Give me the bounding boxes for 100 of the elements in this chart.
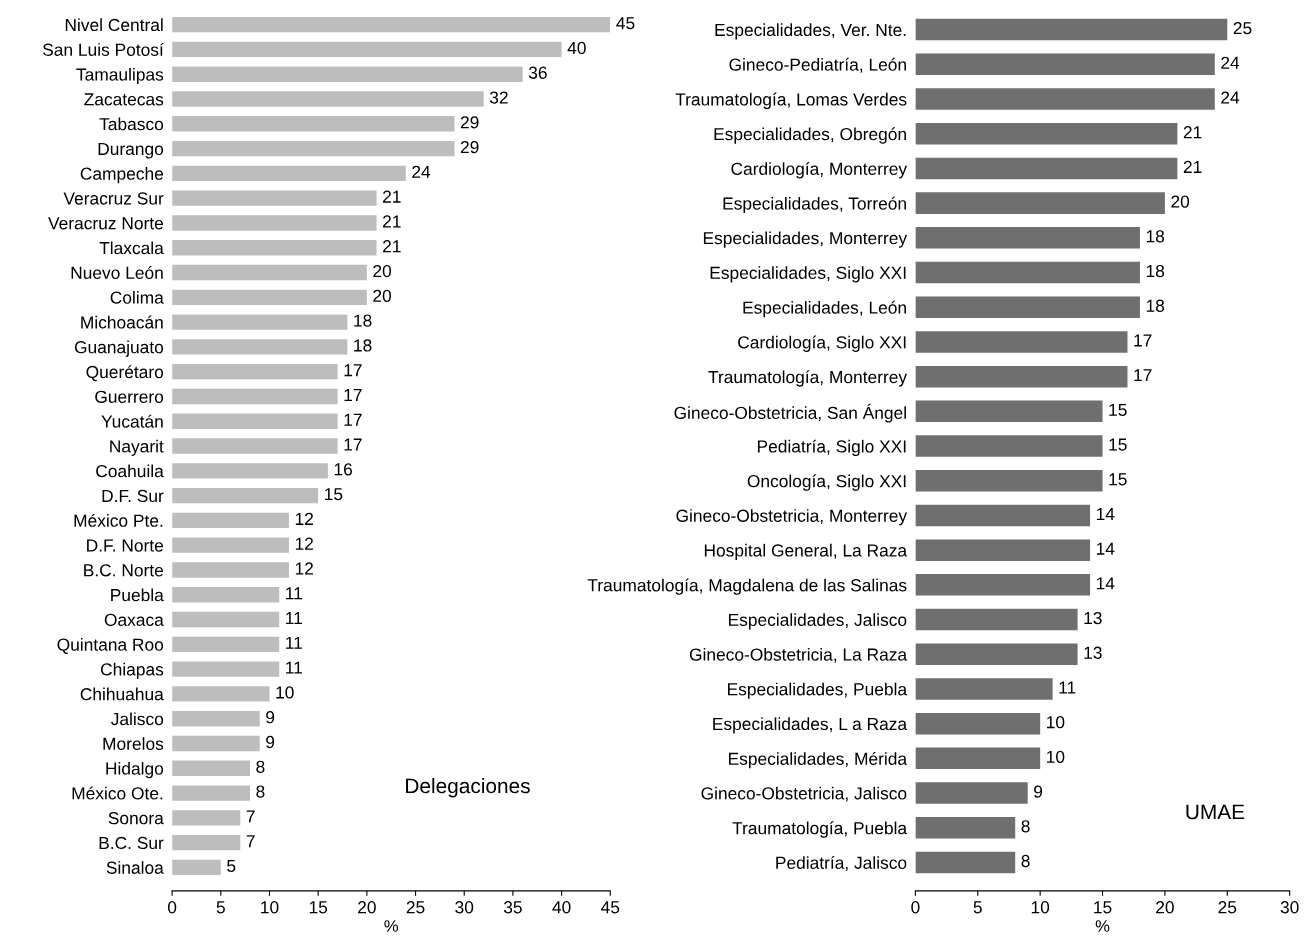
y-tick-label: Cardiología, Siglo XXI xyxy=(738,335,906,352)
bar xyxy=(915,18,1228,41)
y-tick-label: Especialidades, Siglo XXI xyxy=(710,266,906,283)
bar xyxy=(172,215,377,231)
bar xyxy=(172,834,241,851)
data-label: 29 xyxy=(460,116,479,129)
bar xyxy=(915,712,1041,735)
data-label: 12 xyxy=(295,562,313,575)
data-label: 20 xyxy=(1171,195,1190,208)
bar xyxy=(172,413,338,429)
y-tick-label: Traumatología, Monterrey xyxy=(708,370,908,387)
data-label: 10 xyxy=(276,686,294,699)
bar xyxy=(915,53,1215,76)
data-label: 14 xyxy=(1096,507,1115,520)
bar xyxy=(172,487,319,504)
y-tick-label: D.F. Sur xyxy=(102,489,164,503)
bar xyxy=(915,365,1128,388)
y-tick-label: Traumatología, Magdalena de las Salinas xyxy=(587,578,907,595)
x-tick-label: 5 xyxy=(216,901,225,914)
bar xyxy=(915,192,1165,214)
bar xyxy=(915,747,1041,770)
y-tick-label: Especialidades, Torreón xyxy=(723,196,906,214)
bar xyxy=(172,314,348,330)
x-tick-label: 30 xyxy=(455,901,474,914)
bar xyxy=(172,711,260,727)
y-tick-label: San Luis Potosí xyxy=(42,42,164,56)
data-label: 17 xyxy=(1134,369,1152,382)
bar xyxy=(915,504,1091,527)
bar xyxy=(915,296,1140,318)
bar xyxy=(172,785,251,801)
data-label: 8 xyxy=(256,785,265,798)
y-tick-label: Traumatología, Lomas Verdes xyxy=(675,92,907,110)
bar xyxy=(915,643,1078,666)
bar xyxy=(172,116,455,132)
x-tick-label: 15 xyxy=(309,901,328,914)
data-label: 12 xyxy=(295,512,313,525)
y-tick-label: Especialidades, Ver. Nte. xyxy=(715,23,906,40)
y-tick-label: Querétaro xyxy=(86,365,164,382)
data-label: 8 xyxy=(1021,854,1030,868)
y-tick-label: Yucatán xyxy=(101,414,163,428)
data-label: 13 xyxy=(1084,611,1102,625)
y-tick-label: Cardiología, Monterrey xyxy=(731,162,908,179)
data-label: 18 xyxy=(1146,264,1165,278)
y-tick-label: Especialidades, Obregón xyxy=(714,127,906,144)
data-label: 24 xyxy=(1221,56,1240,69)
data-label: 24 xyxy=(1221,91,1240,104)
bar xyxy=(172,735,260,752)
data-label: 21 xyxy=(383,215,401,228)
y-tick-label: Gineco-Pediatría, León xyxy=(729,57,906,73)
bar xyxy=(915,539,1091,561)
bar xyxy=(172,512,289,529)
data-label: 14 xyxy=(1096,577,1115,590)
x-tick-label: 0 xyxy=(911,901,920,914)
data-label: 21 xyxy=(383,240,401,253)
y-tick-label: Coahuila xyxy=(96,464,164,478)
y-tick-label: B.C. Sur xyxy=(99,836,164,850)
bar xyxy=(172,760,251,776)
bar xyxy=(915,157,1178,180)
data-label: 25 xyxy=(1233,21,1252,35)
bar xyxy=(172,16,611,33)
y-tick-label: D.F. Norte xyxy=(87,539,164,552)
y-tick-label: Campeche xyxy=(80,167,164,184)
bar xyxy=(172,636,280,653)
y-tick-label: Guerrero xyxy=(95,390,164,403)
y-tick-label: Gineco-Obstetricia, Monterrey xyxy=(676,509,908,526)
data-label: 14 xyxy=(1096,542,1115,555)
data-label: 17 xyxy=(344,413,362,426)
x-tick-label: 0 xyxy=(167,901,177,914)
bar xyxy=(172,240,377,256)
data-label: 18 xyxy=(1146,230,1165,243)
y-tick-label: B.C. Norte xyxy=(84,564,164,577)
x-tick-label: 20 xyxy=(1156,901,1174,914)
bar xyxy=(915,678,1053,700)
data-label: 10 xyxy=(1047,716,1065,729)
y-tick-label: Durango xyxy=(98,142,164,159)
y-tick-label: Especialidades, Puebla xyxy=(728,682,908,699)
y-tick-label: Especialidades, L a Raza xyxy=(713,717,908,734)
y-tick-label: Puebla xyxy=(111,588,164,602)
y-tick-label: Nivel Central xyxy=(65,18,163,32)
x-tick-label: 25 xyxy=(1218,901,1237,914)
y-tick-label: Nayarit xyxy=(110,439,164,456)
x-tick-label: 10 xyxy=(261,901,279,914)
y-tick-label: Colima xyxy=(110,291,164,304)
bar xyxy=(915,469,1103,492)
y-tick-label: Guanajuato xyxy=(74,340,164,357)
bar xyxy=(172,165,406,182)
y-tick-label: Zacatecas xyxy=(84,93,164,106)
y-tick-label: Especialidades, Monterrey xyxy=(703,231,908,248)
bar xyxy=(172,140,455,157)
bar xyxy=(172,66,523,82)
data-label: 21 xyxy=(1183,126,1202,139)
y-tick-label: Especialidades, Mérida xyxy=(729,751,908,769)
data-label: 18 xyxy=(354,314,372,327)
y-tick-label: Veracruz Sur xyxy=(63,192,164,205)
bar xyxy=(172,611,280,628)
data-label: 20 xyxy=(373,289,392,302)
data-label: 17 xyxy=(344,438,362,451)
x-tick-label: 30 xyxy=(1280,901,1299,914)
data-label: 11 xyxy=(286,661,302,674)
data-label: 20 xyxy=(373,264,392,278)
